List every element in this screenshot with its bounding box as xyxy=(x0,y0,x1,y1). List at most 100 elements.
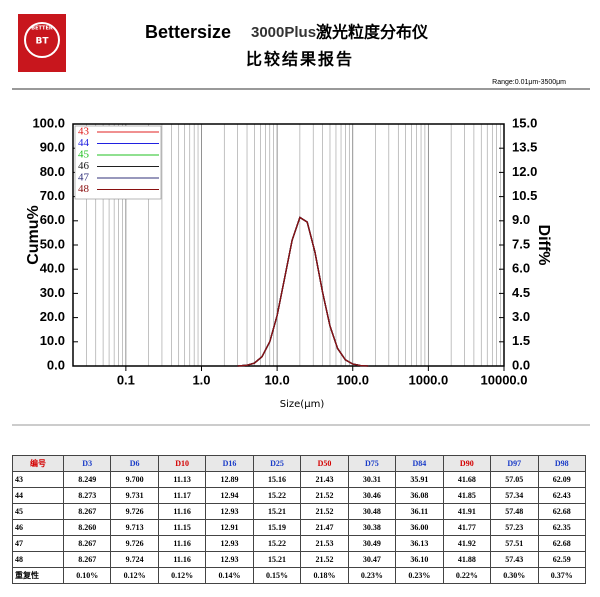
brand: Bettersize xyxy=(145,22,231,42)
table-cell: 9.726 xyxy=(110,535,159,552)
table-header-cell: D90 xyxy=(442,455,492,472)
y2-tick-label: 7.5 xyxy=(512,236,530,251)
y-tick-label: 80.0 xyxy=(40,164,65,179)
table-cell: 15.16 xyxy=(252,471,302,488)
y-tick-label: 40.0 xyxy=(40,261,65,276)
y-tick-label: 20.0 xyxy=(40,309,65,324)
table-cell: 62.68 xyxy=(537,503,586,520)
y-tick-label: 30.0 xyxy=(40,285,65,300)
table-cell: 0.15% xyxy=(252,567,302,584)
table-cell: 62.09 xyxy=(537,471,586,488)
x-tick-label: 10.0 xyxy=(264,372,289,387)
y2-tick-label: 6.0 xyxy=(512,261,530,276)
table-cell: 30.48 xyxy=(347,503,397,520)
table-cell: 12.91 xyxy=(205,519,254,536)
table-cell: 36.00 xyxy=(395,519,444,536)
table-header-cell: D75 xyxy=(347,455,397,472)
logo-top: BETTER xyxy=(31,26,53,32)
table-cell: 12.93 xyxy=(205,503,254,520)
table-cell: 62.35 xyxy=(537,519,586,536)
y-tick-label: 0.0 xyxy=(47,357,65,372)
title-cn: 激光粒度分布仪 xyxy=(316,23,429,42)
table-cell: 30.46 xyxy=(347,487,397,504)
table-cell: 62.68 xyxy=(537,535,586,552)
y-tick-label: 60.0 xyxy=(40,212,65,227)
table-cell: 8.267 xyxy=(62,503,112,520)
table-cell: 11.13 xyxy=(157,471,207,488)
y2-tick-label: 4.5 xyxy=(512,285,530,300)
table-cell: 30.49 xyxy=(347,535,397,552)
table-cell: 21.52 xyxy=(300,487,349,504)
logo-center: BT xyxy=(36,37,50,47)
legend-label: 45 xyxy=(78,149,90,161)
series-line xyxy=(237,216,369,367)
table-header-cell: D97 xyxy=(490,455,539,472)
table-cell: 15.21 xyxy=(252,551,302,568)
table-row: 46 8.260 9.713 11.15 12.91 15.19 21.47 30.38 36.… xyxy=(12,519,586,536)
table-cell: 0.10% xyxy=(62,567,112,584)
table-cell: 30.38 xyxy=(347,519,397,536)
table-cell: 15.22 xyxy=(252,535,302,552)
table-cell: 62.43 xyxy=(537,487,586,504)
table-cell: 43 xyxy=(12,471,64,488)
table-cell: 41.88 xyxy=(442,551,492,568)
table-row: 43 8.249 9.700 11.13 12.89 15.16 21.43 30.31 35.… xyxy=(12,471,586,488)
y-tick-label: 70.0 xyxy=(40,188,65,203)
table-cell: 15.22 xyxy=(252,487,302,504)
table-cell: 12.94 xyxy=(205,487,254,504)
result-table: 编号 D3 D6 D10 D16 D25 D50 D75 D84 D90 D97 D98 43 8.249… xyxy=(12,455,586,584)
report-header-and-chart: BETTER BT Bettersize 3000Plus 激光粒度分布仪 比较… xyxy=(12,14,590,426)
table-cell: 8.260 xyxy=(62,519,112,536)
table-cell: 57.23 xyxy=(490,519,539,536)
table-cell: 41.68 xyxy=(442,471,492,488)
logo-ring xyxy=(24,22,60,58)
x-tick-label: 0.1 xyxy=(117,372,135,387)
y-tick-label: 100.0 xyxy=(32,115,65,130)
table-cell: 9.726 xyxy=(110,503,159,520)
table-cell: 0.12% xyxy=(157,567,207,584)
table-row: 47 8.267 9.726 11.16 12.93 15.22 21.53 30.49 36.… xyxy=(12,535,586,552)
table-cell: 36.08 xyxy=(395,487,444,504)
table-header-cell: D3 xyxy=(62,455,112,472)
legend-label: 46 xyxy=(78,160,90,172)
table-cell: 11.16 xyxy=(157,535,207,552)
y-tick-label: 50.0 xyxy=(40,236,65,251)
table-cell: 57.34 xyxy=(490,487,539,504)
table-cell: 0.30% xyxy=(490,567,539,584)
table-cell: 46 xyxy=(12,519,64,536)
x-axis-label: Size(μm) xyxy=(280,399,325,410)
table-cell: 21.52 xyxy=(300,551,349,568)
table-cell: 8.267 xyxy=(62,551,112,568)
table-cell: 44 xyxy=(12,487,64,504)
model: 3000Plus xyxy=(251,24,316,41)
x-tick-label: 1000.0 xyxy=(408,372,448,387)
legend-label: 44 xyxy=(78,137,90,149)
y2-tick-label: 1.5 xyxy=(512,333,530,348)
y2-tick-label: 10.5 xyxy=(512,188,537,203)
range: Range:0.01μm-3500μm xyxy=(492,79,566,86)
table-cell: 0.14% xyxy=(205,567,254,584)
legend-box xyxy=(74,125,162,200)
table-row: 重复性 0.10% 0.12% 0.12% 0.14% 0.15% 0.18% 0.23% 0.… xyxy=(12,567,586,584)
table-cell: 11.17 xyxy=(157,487,207,504)
legend-label: 47 xyxy=(78,172,90,184)
table-cell: 15.21 xyxy=(252,503,302,520)
table-header-cell: D6 xyxy=(110,455,159,472)
table-cell: 47 xyxy=(12,535,64,552)
table-cell: 57.05 xyxy=(490,471,539,488)
table-row: 48 8.267 9.724 11.16 12.93 15.21 21.52 30.47 36.… xyxy=(12,551,586,568)
y2-axis-label: Diff% xyxy=(535,225,552,266)
table-header-cell: 编号 xyxy=(12,455,64,472)
table-cell: 36.11 xyxy=(395,503,444,520)
table-cell: 8.249 xyxy=(62,471,112,488)
y-tick-label: 10.0 xyxy=(40,333,65,348)
table-cell: 0.23% xyxy=(347,567,397,584)
table-header-cell: D50 xyxy=(300,455,349,472)
table-cell: 30.47 xyxy=(347,551,397,568)
table-cell: 21.52 xyxy=(300,503,349,520)
table-header-cell: D25 xyxy=(252,455,302,472)
table-cell: 12.93 xyxy=(205,535,254,552)
table-cell: 0.12% xyxy=(110,567,159,584)
y2-tick-label: 9.0 xyxy=(512,212,530,227)
